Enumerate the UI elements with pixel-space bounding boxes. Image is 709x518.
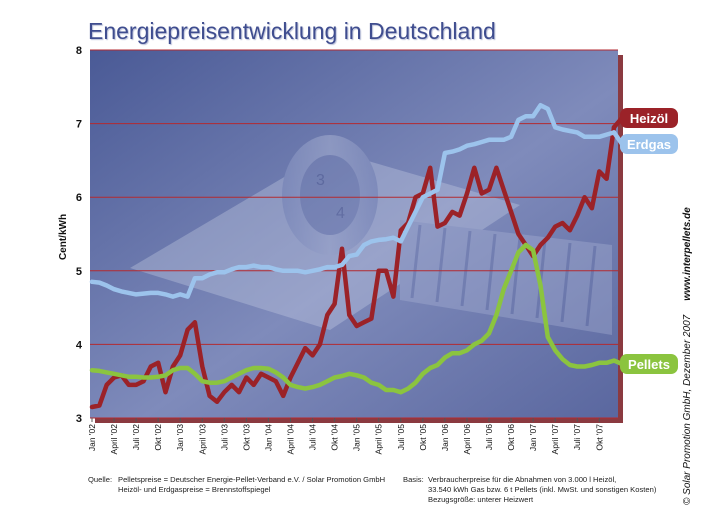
x-axis: Jan '02 April '02 Juli '02 Okt '02 Jan '03 Ap… [87, 418, 604, 454]
x-tick-label: April '02 [109, 424, 119, 455]
y-tick-label: 8 [76, 45, 82, 57]
x-tick-label: Jan '06 [440, 424, 450, 451]
source-basis-line2: 33.540 kWh Gas bzw. 6 t Pellets (inkl. M… [428, 485, 657, 494]
x-tick-label: April '04 [286, 424, 296, 455]
y-axis-label: Cent/kWh [58, 214, 69, 260]
y-tick-label: 4 [76, 339, 83, 351]
x-tick-label: Juli '04 [308, 424, 318, 450]
x-tick-label: April '03 [197, 424, 207, 455]
y-tick-label: 3 [76, 413, 82, 425]
legend-label-pellets: Pellets [628, 357, 670, 372]
x-tick-label: Jan '07 [528, 424, 538, 451]
x-tick-label: April '05 [374, 424, 384, 455]
source-quelle-line2: Heizöl- und Erdgaspreise = Brennstoffspi… [118, 485, 271, 494]
series-lines [89, 102, 617, 410]
chart-title: Energiepreisentwicklung in Deutschland [88, 18, 496, 44]
x-tick-label: Okt '04 [330, 424, 340, 451]
x-tick-label: Juli '06 [484, 424, 494, 450]
source-basis-line3: Bezugsgröße: unterer Heizwert [428, 495, 534, 504]
x-tick-label: Juli '02 [131, 424, 141, 450]
x-tick-label: April '07 [550, 424, 560, 455]
x-tick-label: April '06 [462, 424, 472, 455]
x-tick-label: Okt '05 [418, 424, 428, 451]
x-tick-label: Jan '02 [87, 424, 97, 451]
legend: Heizöl Erdgas Pellets [611, 108, 678, 374]
svg-text:3: 3 [316, 172, 325, 189]
x-tick-label: Okt '03 [241, 424, 251, 451]
x-tick-label: Juli '03 [219, 424, 229, 450]
x-tick-label: Jan '03 [175, 424, 185, 451]
credit: © Solar Promotion GmbH, Dezember 2007 www… [682, 125, 693, 505]
legend-label-heizöl: Heizöl [630, 111, 668, 126]
x-tick-label: Jan '05 [352, 424, 362, 451]
x-tick-label: Juli '07 [572, 424, 582, 450]
source-basis-line1: Verbraucherpreise für die Abnahmen von 3… [428, 475, 617, 484]
x-tick-label: Juli '05 [396, 424, 406, 450]
x-tick-label: Jan '04 [263, 424, 273, 451]
source-quelle-line1: Pelletspreise = Deutscher Energie-Pellet… [118, 475, 386, 484]
y-axis: 3 4 5 6 7 8 [76, 45, 83, 425]
legend-label-erdgas: Erdgas [627, 137, 671, 152]
legend-box-pellets [620, 354, 678, 374]
series-line-erdgas [89, 102, 617, 299]
y-tick-label: 7 [76, 119, 82, 131]
x-tick-label: Okt '02 [153, 424, 163, 451]
source-basis-label: Basis: [403, 475, 424, 484]
source-quelle-label: Quelle: [88, 475, 113, 484]
x-tick-label: Okt '07 [594, 424, 604, 451]
x-tick-label: Okt '06 [506, 424, 516, 451]
series-line-pellets [89, 242, 617, 395]
svg-text:4: 4 [336, 205, 345, 222]
website-url: www.interpellets.de [682, 207, 693, 301]
legend-box-heizöl [620, 108, 678, 128]
y-tick-label: 5 [76, 266, 82, 278]
grid-lines [90, 49, 618, 419]
legend-box-erdgas [620, 134, 678, 154]
y-tick-label: 6 [76, 192, 82, 204]
copyright-text: © Solar Promotion GmbH, Dezember 2007 [682, 314, 693, 505]
